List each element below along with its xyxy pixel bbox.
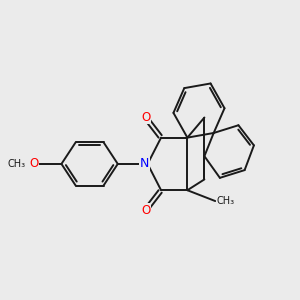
Text: O: O [141, 204, 150, 217]
Text: O: O [141, 111, 150, 124]
Text: O: O [30, 158, 39, 170]
Text: CH₃: CH₃ [217, 196, 235, 206]
Text: N: N [140, 158, 149, 170]
Text: CH₃: CH₃ [8, 159, 26, 169]
